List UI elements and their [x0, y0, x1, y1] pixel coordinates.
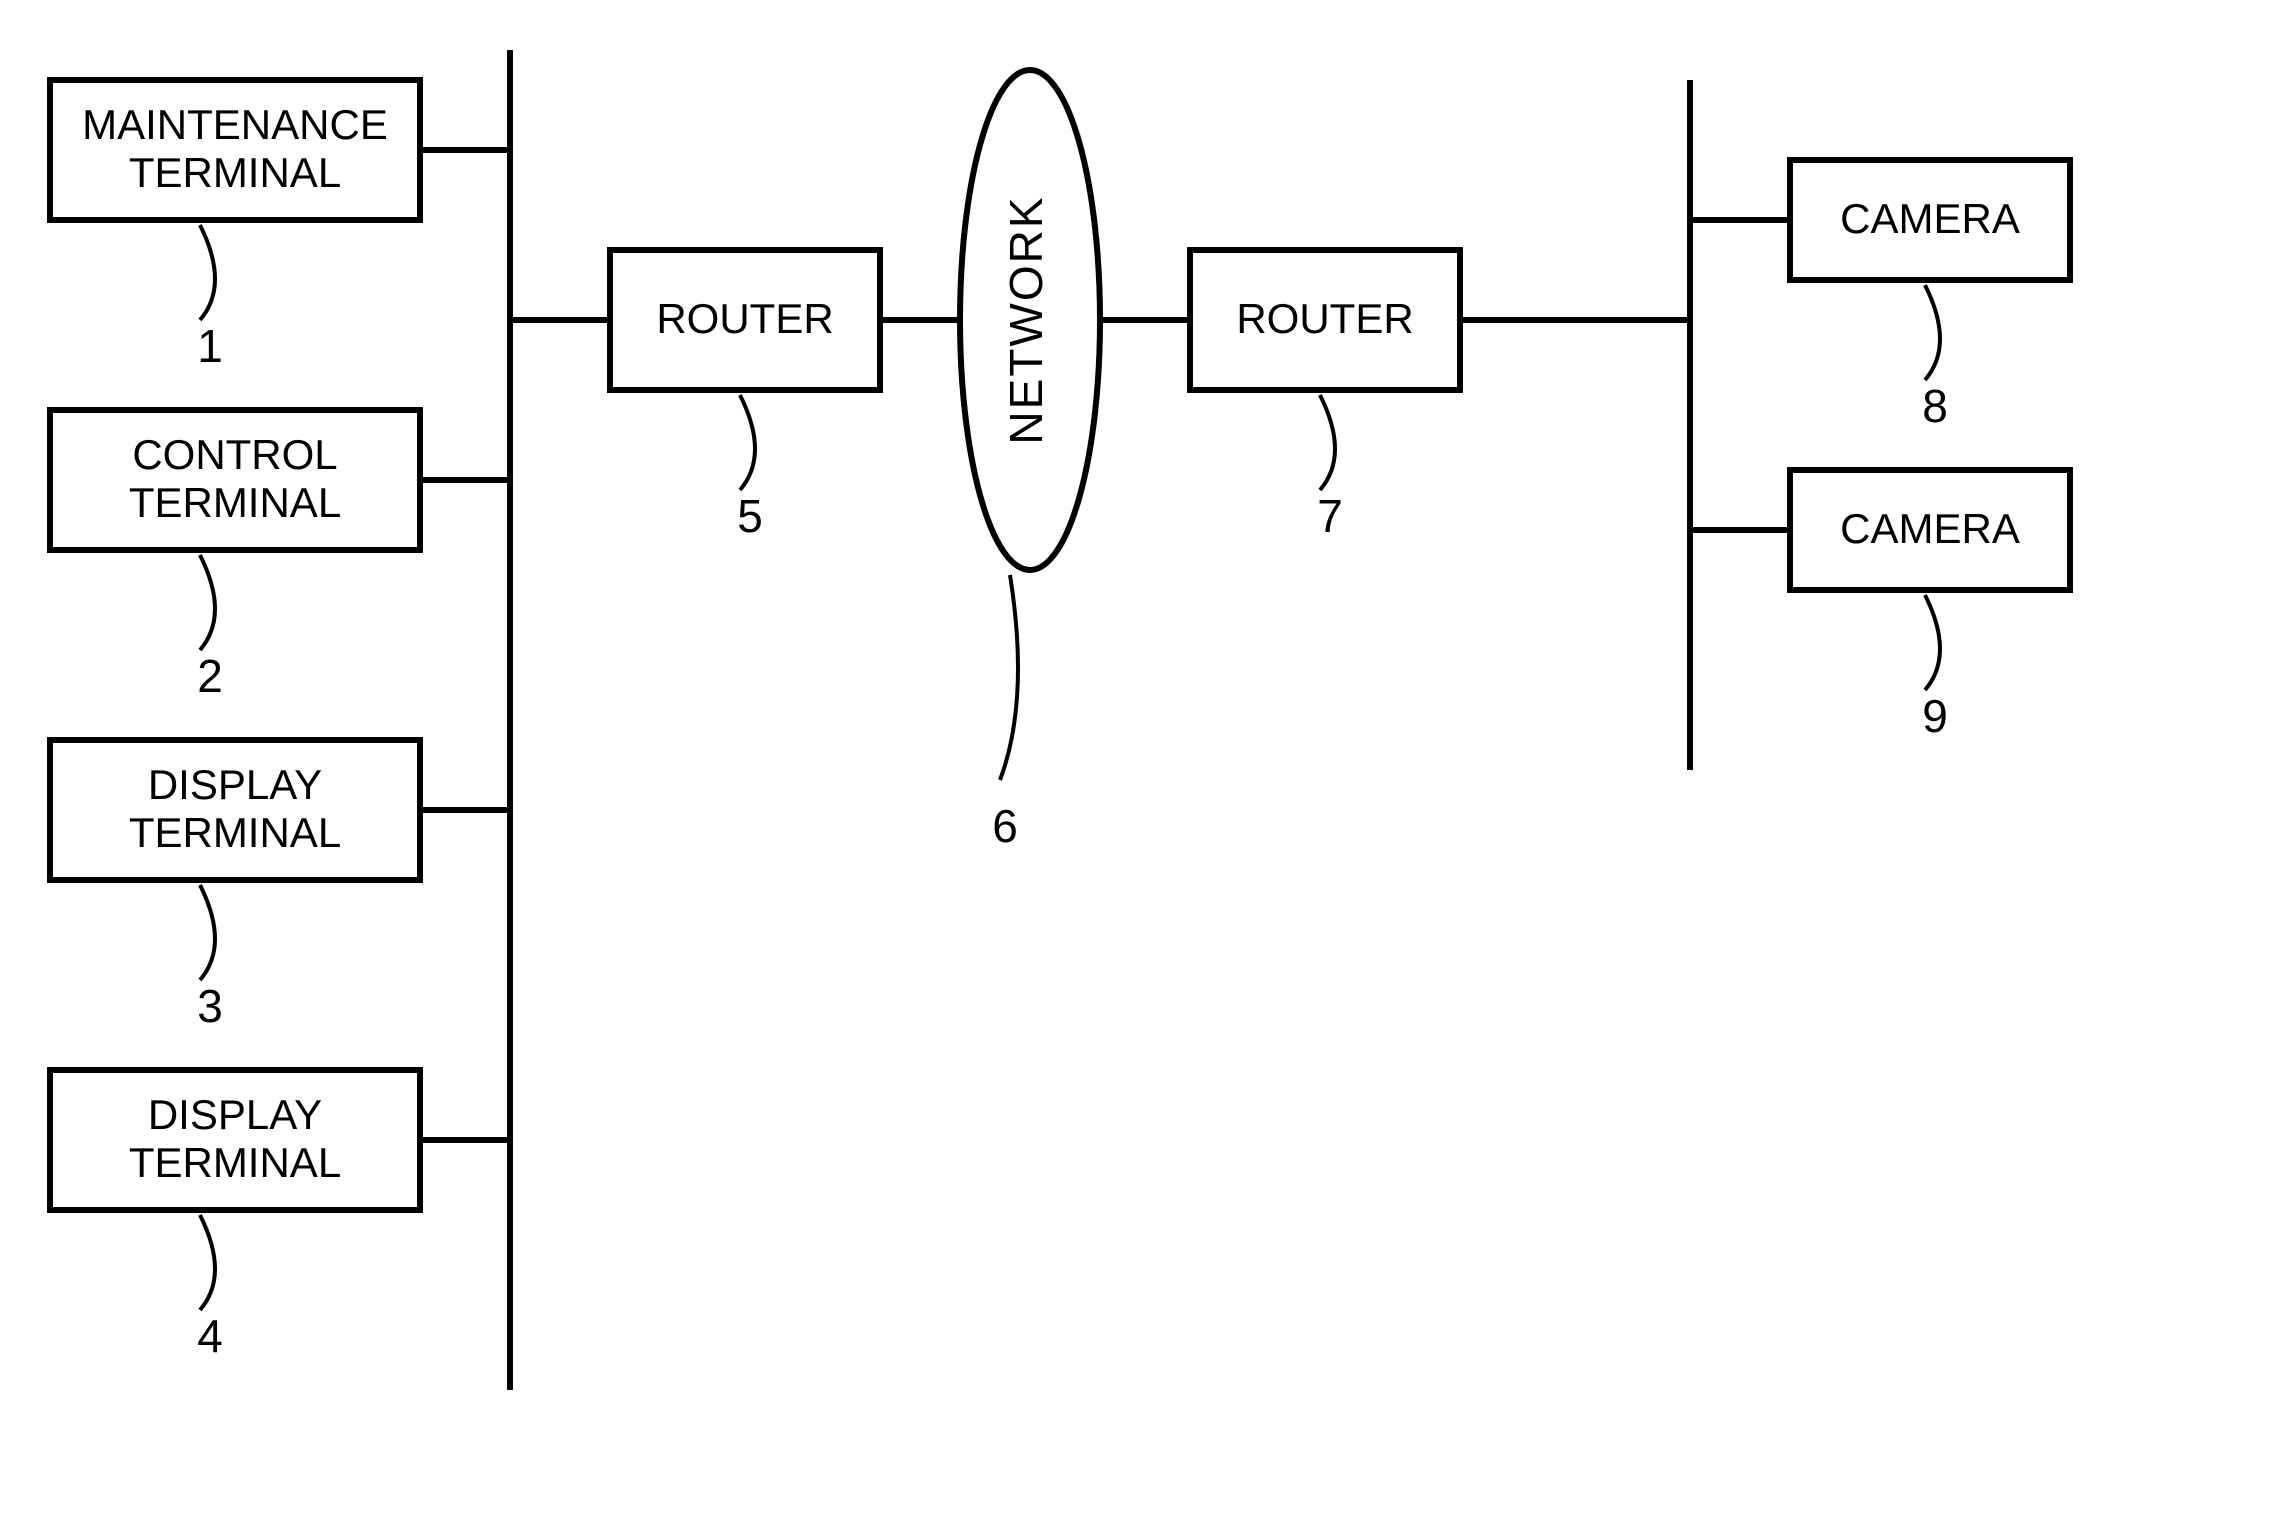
node-router_right: ROUTER 7 — [1190, 250, 1460, 542]
node-control: CONTROLTERMINAL 2 — [50, 410, 510, 702]
display2-label1: DISPLAY — [148, 1091, 322, 1138]
network-ref-tail — [1000, 575, 1018, 780]
node-display1: DISPLAYTERMINAL 3 — [50, 740, 510, 1032]
display1-ref-tail — [200, 885, 215, 980]
network-node: NETWORK 6 — [960, 70, 1100, 852]
control-ref: 2 — [197, 650, 223, 702]
display1-ref: 3 — [197, 980, 223, 1032]
display2-label2: TERMINAL — [129, 1139, 341, 1186]
router_left-label: ROUTER — [656, 295, 833, 342]
display2-ref: 4 — [197, 1310, 223, 1362]
maintenance-ref: 1 — [197, 320, 223, 372]
display1-label1: DISPLAY — [148, 761, 322, 808]
router_left-ref: 5 — [737, 490, 763, 542]
network-ref: 6 — [992, 800, 1018, 852]
camera1-label: CAMERA — [1840, 195, 2020, 242]
camera1-ref-tail — [1925, 285, 1940, 380]
control-label1: CONTROL — [132, 431, 337, 478]
maintenance-ref-tail — [200, 225, 215, 320]
node-camera2: CAMERA 9 — [1690, 470, 2070, 742]
control-ref-tail — [200, 555, 215, 650]
node-router_left: ROUTER 5 — [610, 250, 880, 542]
maintenance-label1: MAINTENANCE — [82, 101, 388, 148]
camera2-label: CAMERA — [1840, 505, 2020, 552]
node-display2: DISPLAYTERMINAL 4 — [50, 1070, 510, 1362]
display2-ref-tail — [200, 1215, 215, 1310]
router_right-ref: 7 — [1317, 490, 1343, 542]
control-label2: TERMINAL — [129, 479, 341, 526]
network-label: NETWORK — [1000, 195, 1052, 444]
node-camera1: CAMERA 8 — [1690, 160, 2070, 432]
router_right-label: ROUTER — [1236, 295, 1413, 342]
maintenance-label2: TERMINAL — [129, 149, 341, 196]
camera2-ref: 9 — [1922, 690, 1948, 742]
camera2-ref-tail — [1925, 595, 1940, 690]
node-maintenance: MAINTENANCETERMINAL 1 — [50, 80, 510, 372]
display1-label2: TERMINAL — [129, 809, 341, 856]
camera1-ref: 8 — [1922, 380, 1948, 432]
router_left-ref-tail — [740, 395, 755, 490]
router_right-ref-tail — [1320, 395, 1335, 490]
